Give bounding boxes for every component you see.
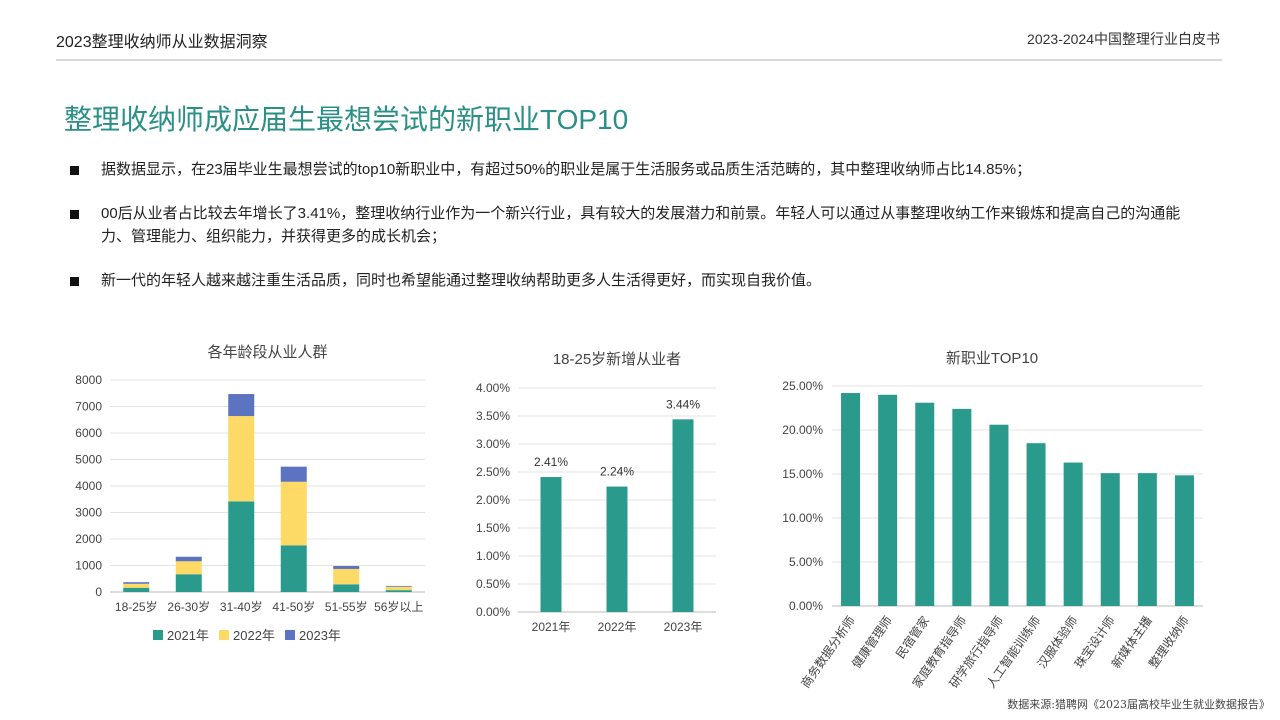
header-divider [56, 59, 1222, 61]
bullet-item: 00后从业者占比较去年增长了3.41%，整理收纳行业作为一个新兴行业，具有较大的… [68, 202, 1208, 248]
chart1-legend-swatch [219, 630, 229, 640]
chart2-bar [672, 419, 694, 612]
chart3-bar [1174, 475, 1194, 606]
chart1-bar-segment [280, 466, 307, 482]
chart1-x-tick-label: 31-40岁 [220, 599, 263, 614]
header-right-title: 2023-2024中国整理行业白皮书 [1027, 31, 1220, 47]
chart2-bar [540, 477, 562, 612]
chart1-bar-segment [175, 574, 202, 592]
bullet-text: 00后从业者占比较去年增长了3.41%，整理收纳行业作为一个新兴行业，具有较大的… [101, 205, 1181, 245]
chart1-bar-segment [123, 583, 150, 588]
chart2-y-tick-label: 2.50% [476, 465, 510, 479]
bullet-item: 据数据显示，在23届毕业生最想尝试的top10新职业中，有超过50%的职业是属于… [68, 158, 1208, 181]
chart3-bar [1137, 473, 1157, 606]
chart1-x-tick-label: 56岁以上 [374, 599, 423, 614]
bullet-item: 新一代的年轻人越来越注重生活品质，同时也希望能通过整理收纳帮助更多人生活得更好，… [68, 269, 1208, 292]
chart1-legend-label: 2023年 [299, 628, 341, 643]
chart3-bar [989, 424, 1009, 606]
chart3-y-tick-label: 20.00% [782, 423, 823, 437]
chart1-y-tick-label: 0 [95, 585, 102, 599]
square-bullet-icon [70, 210, 79, 219]
bullet-list: 据数据显示，在23届毕业生最想尝试的top10新职业中，有超过50%的职业是属于… [68, 158, 1208, 313]
chart1-bar-segment [123, 582, 150, 584]
chart1-legend-swatch [285, 630, 295, 640]
chart1-bar-segment [333, 568, 360, 585]
chart3-y-tick-label: 25.00% [782, 379, 823, 393]
chart2-data-label: 2.41% [534, 455, 568, 469]
chart1-title: 各年龄段从业人群 [207, 344, 327, 361]
chart1-y-tick-label: 2000 [75, 532, 102, 546]
square-bullet-icon [70, 166, 79, 175]
chart1-y-tick-label: 1000 [75, 559, 102, 573]
chart1-y-tick-label: 4000 [75, 479, 102, 493]
chart2-y-tick-label: 4.00% [476, 381, 510, 395]
chart3-y-tick-label: 5.00% [789, 555, 823, 569]
chart1-x-tick-label: 26-30岁 [167, 599, 210, 614]
chart1-y-tick-label: 3000 [75, 506, 102, 520]
chart3-y-tick-label: 10.00% [782, 511, 823, 525]
chart1-legend-swatch [153, 630, 163, 640]
chart3-y-tick-label: 15.00% [782, 467, 823, 481]
chart1-bar-segment [175, 556, 202, 562]
chart2-y-tick-label: 3.50% [476, 409, 510, 423]
chart2-y-tick-label: 1.00% [476, 549, 510, 563]
chart3-bar [952, 408, 972, 606]
chart2-y-tick-label: 1.50% [476, 521, 510, 535]
chart1-bar-segment [280, 545, 307, 592]
chart1-bar-segment [175, 561, 202, 575]
chart1-legend-label: 2022年 [233, 628, 275, 643]
data-source-note: 数据来源:猎聘网《2023届高校毕业生就业数据报告》 [1007, 698, 1270, 711]
chart2-data-label: 3.44% [666, 397, 700, 411]
chart3-x-tick-label: 民宿管家 [892, 613, 932, 661]
chart1-bar-segment [333, 584, 360, 592]
page-title: 整理收纳师成应届生最想尝试的新职业TOP10 [64, 104, 629, 135]
chart1-x-tick-label: 41-50岁 [272, 599, 315, 614]
chart1-bar-segment [228, 394, 255, 417]
chart1-bar-segment [333, 566, 360, 569]
chart3-bar [1100, 473, 1120, 606]
chart1-bar-segment [228, 501, 255, 592]
chart1-y-tick-label: 8000 [75, 373, 102, 387]
chart1-bar-segment [385, 586, 412, 591]
chart1-x-tick-label: 18-25岁 [115, 599, 158, 614]
chart3-bar [915, 402, 935, 606]
chart1-bar-segment [228, 416, 255, 502]
chart1-y-tick-label: 5000 [75, 453, 102, 467]
chart2-x-tick-label: 2021年 [532, 620, 571, 634]
bullet-text: 据数据显示，在23届毕业生最想尝试的top10新职业中，有超过50%的职业是属于… [101, 161, 1032, 178]
chart2-title: 18-25岁新增从业者 [553, 351, 681, 368]
chart1-bar-segment [385, 590, 412, 592]
bullet-text: 新一代的年轻人越来越注重生活品质，同时也希望能通过整理收纳帮助更多人生活得更好，… [101, 272, 822, 289]
chart1-legend-label: 2021年 [167, 628, 209, 643]
chart1-bar-segment [280, 481, 307, 546]
chart3-x-tick-label: 商务数据分析师 [798, 613, 858, 690]
chart1-bar-segment [123, 587, 150, 592]
chart2-x-tick-label: 2023年 [664, 620, 703, 634]
chart2-y-tick-label: 2.00% [476, 493, 510, 507]
square-bullet-icon [70, 277, 79, 286]
chart3-bar [878, 394, 898, 606]
chart2-x-tick-label: 2022年 [598, 620, 637, 634]
chart3-bar [1026, 443, 1046, 606]
chart1-y-tick-label: 7000 [75, 400, 102, 414]
chart2-y-tick-label: 3.00% [476, 437, 510, 451]
chart1-y-tick-label: 6000 [75, 426, 102, 440]
chart2-y-tick-label: 0.00% [476, 605, 510, 619]
chart2-y-tick-label: 0.50% [476, 577, 510, 591]
chart1-bar-segment [385, 585, 412, 587]
chart3-bar [1063, 462, 1083, 606]
chart2-data-label: 2.24% [600, 465, 634, 479]
chart1-x-tick-label: 51-55岁 [325, 599, 368, 614]
chart3-y-tick-label: 0.00% [789, 599, 823, 613]
chart3-bar [841, 393, 861, 606]
header-left-title: 2023整理收纳师从业数据洞察 [56, 34, 268, 51]
chart2-bar [606, 486, 628, 612]
chart3-title: 新职业TOP10 [946, 350, 1038, 367]
